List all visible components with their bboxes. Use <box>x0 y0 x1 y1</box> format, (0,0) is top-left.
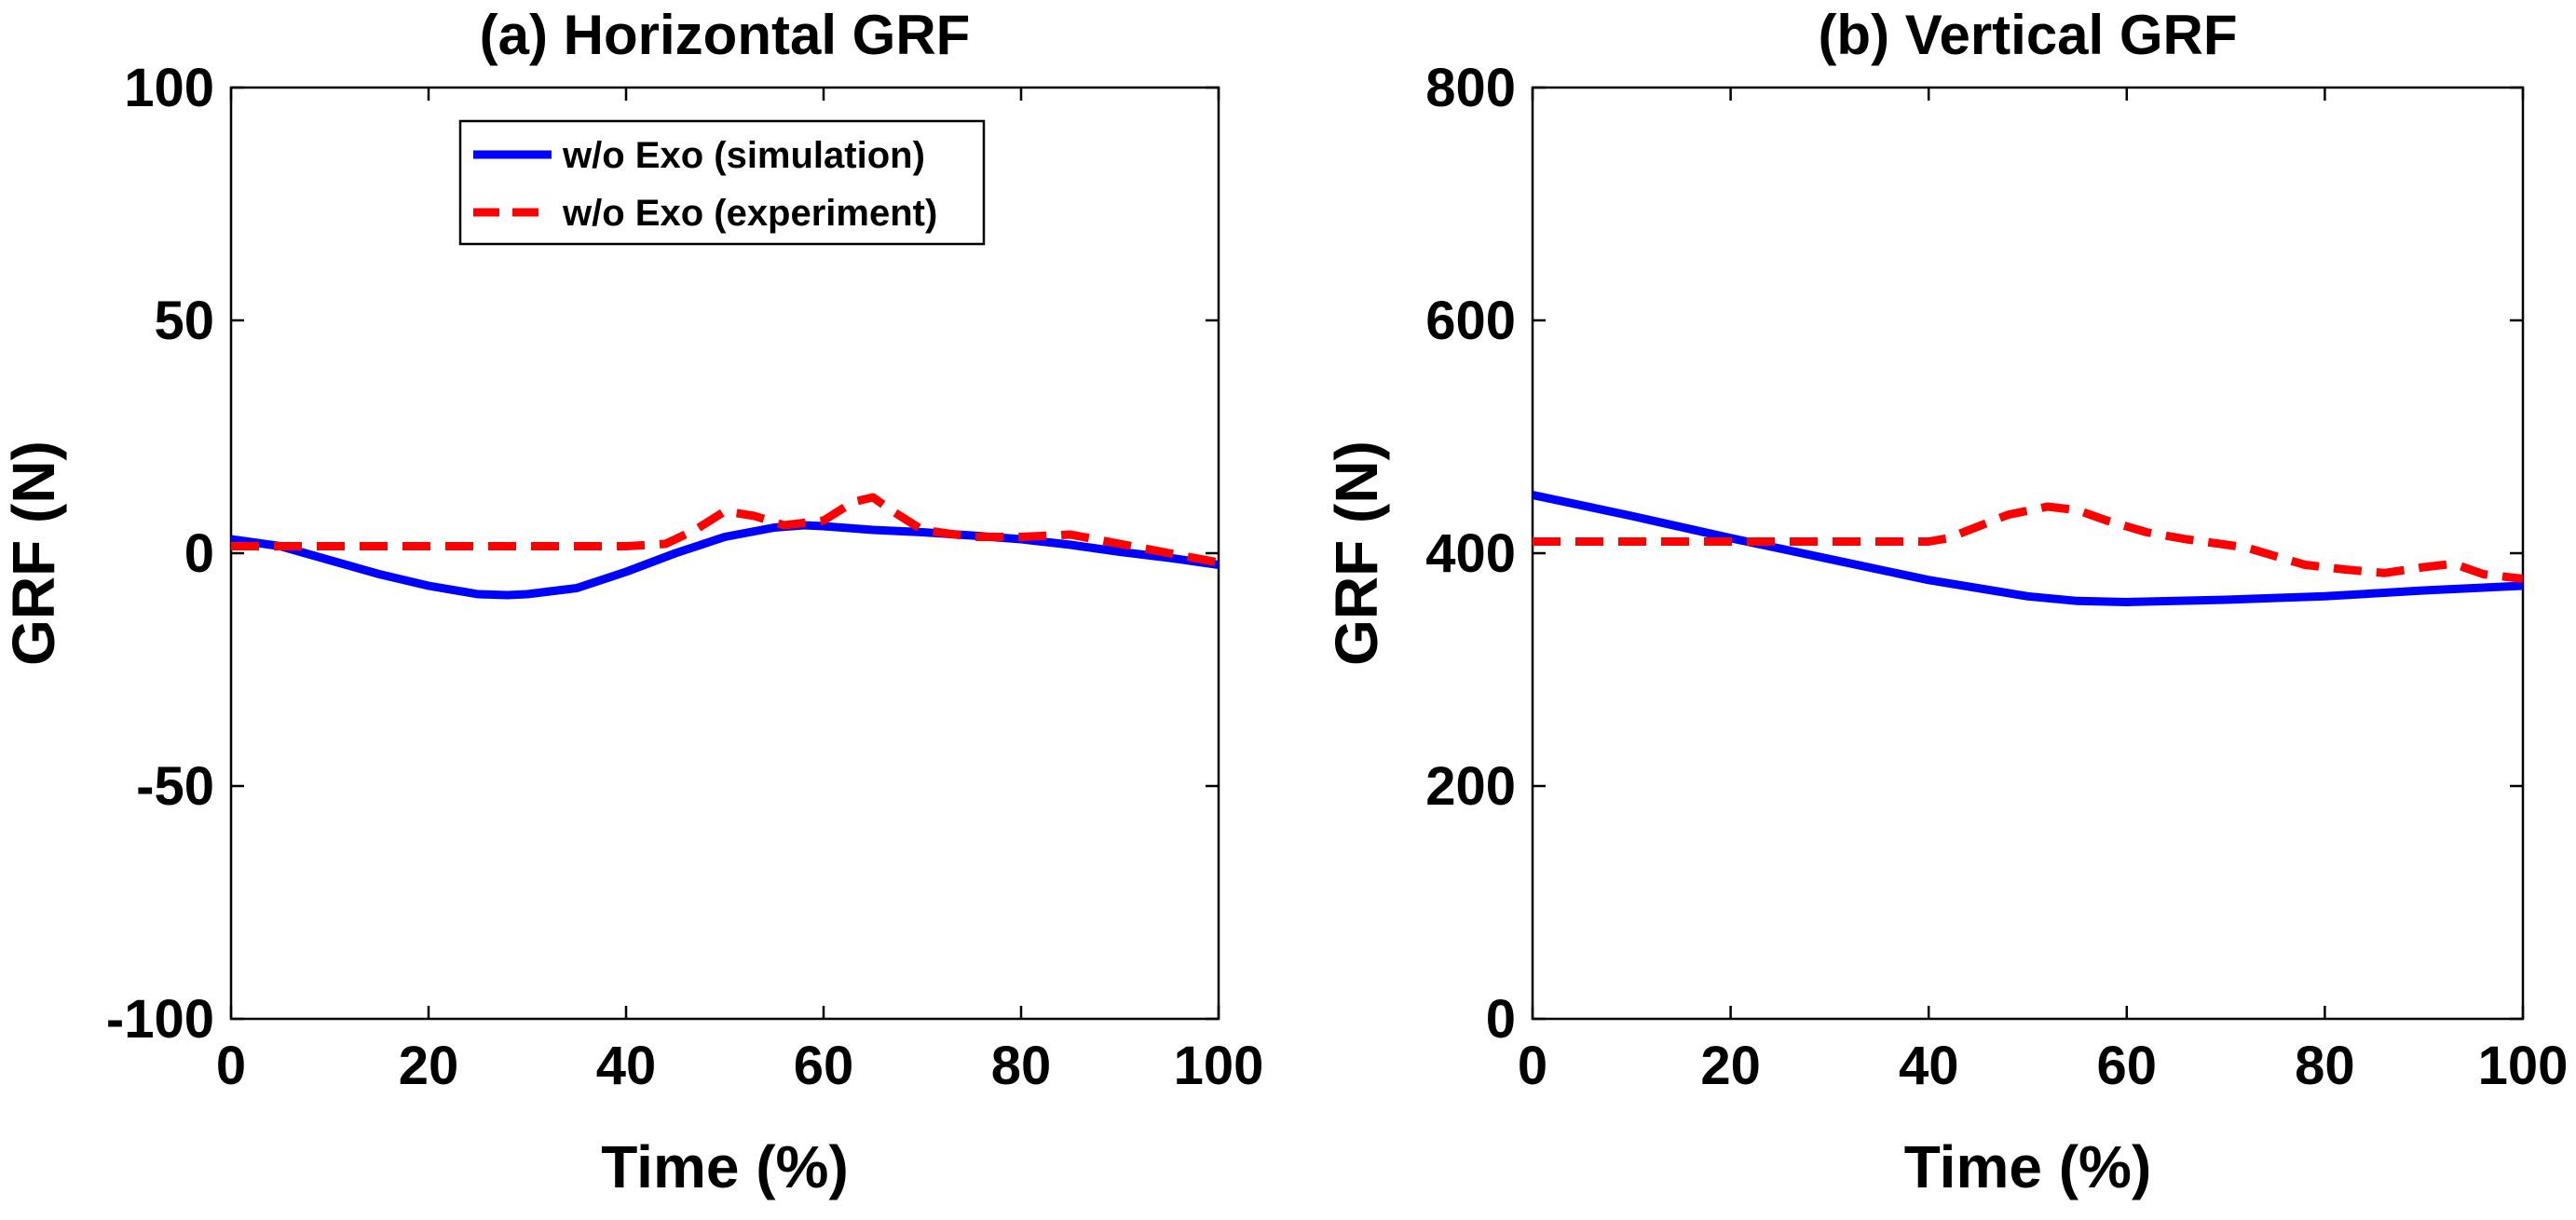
y-tick-label: 600 <box>1425 291 1516 351</box>
legend: w/o Exo (simulation) w/o Exo (experiment) <box>458 119 986 246</box>
y-tick-label: 200 <box>1425 756 1516 817</box>
x-tick-label: 60 <box>794 1036 854 1096</box>
x-tick-label: 20 <box>399 1036 459 1096</box>
chart-panel-vertical-grf: 0 20 40 60 80 100 0 200 400 600 800 (b) Vertical GR… <box>1323 4 2568 1200</box>
y-tick-label: 0 <box>1486 989 1516 1050</box>
x-tick-label: 40 <box>1899 1036 1959 1096</box>
plot-area <box>1531 86 2525 1021</box>
series-group <box>1533 491 2523 606</box>
series-line-experiment <box>1533 502 2523 583</box>
x-tick-label: 100 <box>2478 1036 2569 1096</box>
x-tick-label: 20 <box>1700 1036 1761 1096</box>
x-tick-label: 80 <box>991 1036 1052 1096</box>
chart-title: (a) Horizontal GRF <box>480 4 971 66</box>
x-tick-label: 0 <box>216 1036 246 1096</box>
series-line-simulation <box>231 521 1219 600</box>
series-line-simulation <box>1533 491 2523 606</box>
x-tick-label: 0 <box>1518 1036 1547 1096</box>
chart-panel-horizontal-grf: 0 20 40 60 80 100 -100 -50 0 50 100 (a) Horizontal … <box>0 4 1263 1200</box>
series-group <box>231 493 1219 600</box>
y-axis-label: GRF (N) <box>0 441 67 666</box>
y-tick-label: 50 <box>154 291 214 351</box>
y-axis-label: GRF (N) <box>1323 441 1390 666</box>
y-tick-label: 0 <box>184 523 214 584</box>
y-tick-label: 800 <box>1425 58 1516 118</box>
y-tick-label: 100 <box>124 58 214 118</box>
series-line-experiment <box>231 493 1219 567</box>
y-tick-label: 400 <box>1425 523 1516 584</box>
x-tick-label: 80 <box>2295 1036 2355 1096</box>
y-tick-label: -50 <box>136 756 214 817</box>
legend-box <box>458 119 986 246</box>
x-axis-label: Time (%) <box>1904 1133 2152 1200</box>
x-tick-label: 60 <box>2097 1036 2158 1096</box>
chart-title: (b) Vertical GRF <box>1818 4 2237 66</box>
x-tick-label: 40 <box>596 1036 657 1096</box>
legend-entry-label: w/o Exo (simulation) <box>562 135 925 176</box>
x-axis-label: Time (%) <box>601 1133 849 1200</box>
y-tick-label: -100 <box>106 989 214 1050</box>
x-tick-label: 100 <box>1174 1036 1264 1096</box>
legend-entry-label: w/o Exo (experiment) <box>562 193 937 234</box>
